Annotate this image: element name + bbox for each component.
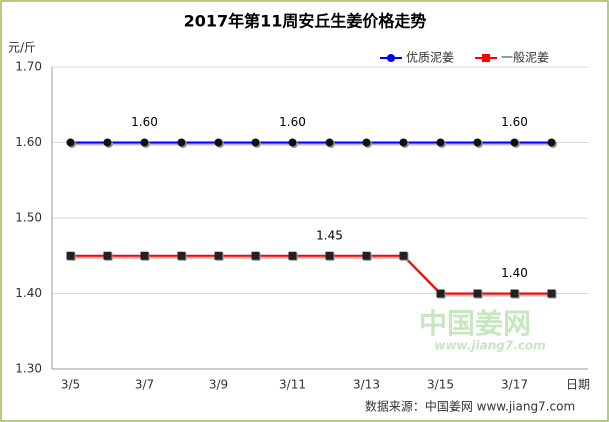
data-label: 1.40 [501, 266, 528, 280]
point [510, 138, 519, 147]
point [214, 138, 223, 147]
point [103, 138, 112, 147]
data-label: 1.60 [131, 115, 158, 129]
x-tick-label: 3/13 [353, 378, 380, 392]
legend-label: 一般泥姜 [501, 50, 549, 65]
point [325, 251, 334, 260]
legend-marker [482, 54, 490, 62]
series-line [70, 254, 552, 295]
point [177, 251, 186, 260]
point [251, 138, 260, 147]
y-tick-label: 1.30 [15, 362, 42, 376]
point [251, 251, 260, 260]
legend-label: 优质泥姜 [406, 51, 454, 65]
x-tick-label: 3/9 [209, 378, 228, 392]
point [66, 138, 75, 147]
point [177, 138, 186, 147]
point [399, 251, 408, 260]
point [510, 289, 519, 298]
point [103, 251, 112, 260]
x-tick-label: 3/11 [279, 378, 306, 392]
point [288, 138, 297, 147]
data-label: 1.60 [279, 115, 306, 129]
data-label: 1.45 [316, 228, 343, 242]
x-tick-label: 3/15 [427, 378, 454, 392]
point [140, 138, 149, 147]
point [399, 138, 408, 147]
x-axis-label: 日期 [566, 378, 590, 392]
point [547, 289, 556, 298]
watermark: 中国姜网 [419, 307, 531, 340]
chart-title: 2017年第11周安丘生姜价格走势 [184, 12, 427, 31]
point [66, 251, 75, 260]
point [436, 138, 445, 147]
point [436, 289, 445, 298]
x-tick-label: 3/17 [501, 378, 528, 392]
point [214, 251, 223, 260]
y-axis-label: 元/斤 [8, 41, 36, 55]
point [288, 251, 297, 260]
point [547, 138, 556, 147]
y-tick-label: 1.40 [15, 286, 42, 300]
x-tick-label: 3/7 [135, 378, 154, 392]
source: 数据来源：中国姜网 www.jiang7.com [365, 399, 575, 414]
y-tick-label: 1.50 [15, 211, 42, 225]
watermark-url: www.jiang7.com [434, 339, 545, 353]
x-tick-label: 3/5 [61, 378, 80, 392]
point [473, 289, 482, 298]
data-label: 1.60 [501, 115, 528, 129]
legend-marker [387, 54, 395, 62]
y-tick-label: 1.70 [15, 60, 42, 74]
point [473, 138, 482, 147]
point [325, 138, 334, 147]
series-line-shadow [71, 256, 553, 297]
point [362, 251, 371, 260]
point [362, 138, 371, 147]
point [140, 251, 149, 260]
y-tick-label: 1.60 [15, 135, 42, 149]
